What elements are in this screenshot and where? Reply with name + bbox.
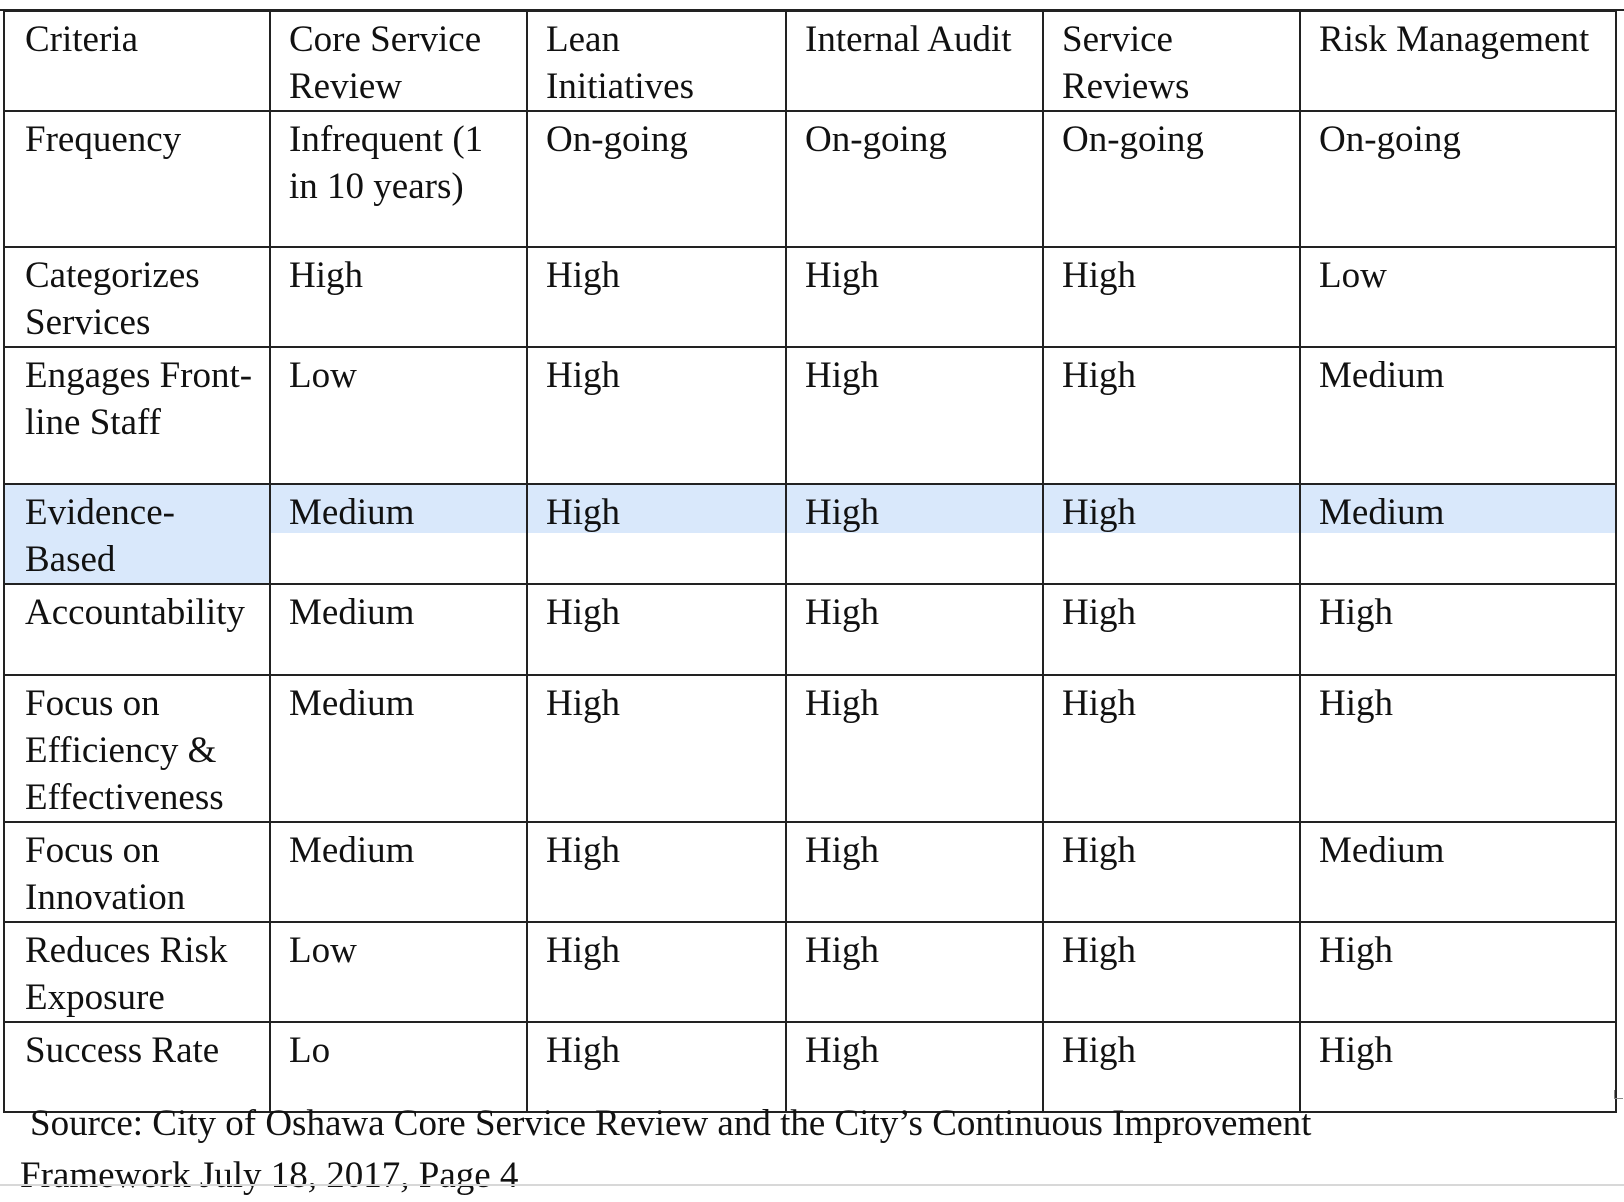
table-cell: Medium bbox=[269, 583, 528, 676]
table-cell: High bbox=[526, 583, 787, 676]
row-label: Reduces Risk Exposure bbox=[3, 921, 271, 1023]
table-cell: High bbox=[1042, 1021, 1301, 1113]
row-label: Engages Front-line Staff bbox=[3, 346, 271, 485]
table-cell: High bbox=[1299, 1021, 1617, 1113]
table-cell: High bbox=[1042, 483, 1301, 585]
table-cell: High bbox=[526, 921, 787, 1023]
table-resize-handle[interactable] bbox=[1614, 1090, 1623, 1099]
table-cell: High bbox=[526, 674, 787, 823]
table-cell: Medium bbox=[269, 483, 528, 585]
table-cell: High bbox=[526, 346, 787, 485]
header-cell-risk-management: Risk Management bbox=[1299, 10, 1617, 112]
table-cell: Medium bbox=[269, 821, 528, 923]
row-label: Categorizes Services bbox=[3, 246, 271, 348]
table-cell: High bbox=[526, 821, 787, 923]
row-label: Frequency bbox=[3, 110, 271, 248]
table-cell: High bbox=[785, 921, 1044, 1023]
table-cell: High bbox=[785, 1021, 1044, 1113]
table-cell: Low bbox=[1299, 246, 1617, 348]
table-cell: On-going bbox=[785, 110, 1044, 248]
table-cell: Infrequent (1 in 10 years) bbox=[269, 110, 528, 248]
table-cell: Medium bbox=[1299, 821, 1617, 923]
table-cell: Lo bbox=[269, 1021, 528, 1113]
source-line-2: Framework July 18, 2017, Page 4 bbox=[20, 1155, 519, 1196]
table-cell: High bbox=[1299, 674, 1617, 823]
table-cell: On-going bbox=[1299, 110, 1617, 248]
table-row-evidence-based[interactable]: Evidence-Based Medium High High High Med… bbox=[3, 483, 1617, 585]
header-cell-core-service-review: Core Service Review bbox=[269, 10, 528, 112]
table-cell: Low bbox=[269, 346, 528, 485]
table-cell: High bbox=[269, 246, 528, 348]
table-row-reduces-risk-exposure: Reduces Risk Exposure Low High High High… bbox=[3, 921, 1617, 1023]
header-cell-service-reviews: Service Reviews bbox=[1042, 10, 1301, 112]
row-label: Focus on Innovation bbox=[3, 821, 271, 923]
table-cell: Medium bbox=[269, 674, 528, 823]
source-note: Source: City of Oshawa Core Service Revi… bbox=[20, 1098, 1590, 1202]
table-cell: High bbox=[785, 583, 1044, 676]
table-cell: High bbox=[526, 246, 787, 348]
table-cell: High bbox=[1042, 346, 1301, 485]
table-cell: High bbox=[785, 483, 1044, 585]
table-row-categorizes-services: Categorizes Services High High High High… bbox=[3, 246, 1617, 348]
row-label: Evidence-Based bbox=[3, 483, 271, 585]
table-cell: On-going bbox=[526, 110, 787, 248]
table-cell: High bbox=[1042, 921, 1301, 1023]
table-cell: Low bbox=[269, 921, 528, 1023]
page-bottom-rule bbox=[0, 1184, 1624, 1186]
top-rule bbox=[0, 9, 1624, 11]
header-cell-criteria: Criteria bbox=[3, 10, 271, 112]
table-cell: High bbox=[526, 1021, 787, 1113]
table-cell: High bbox=[1042, 583, 1301, 676]
table-cell: High bbox=[526, 483, 787, 585]
table-cell: Medium bbox=[1299, 346, 1617, 485]
table-cell: High bbox=[1299, 583, 1617, 676]
table-row-success-rate: Success Rate Lo High High High High bbox=[3, 1021, 1617, 1113]
table-cell: High bbox=[1299, 921, 1617, 1023]
table-cell: High bbox=[1042, 674, 1301, 823]
table-cell: High bbox=[785, 246, 1044, 348]
source-line-1: Source: City of Oshawa Core Service Revi… bbox=[30, 1103, 1312, 1144]
table-cell: High bbox=[785, 674, 1044, 823]
table-cell: High bbox=[1042, 246, 1301, 348]
row-label: Focus on Efficiency & Effectiveness bbox=[3, 674, 271, 823]
table-cell: High bbox=[785, 821, 1044, 923]
table-row-engages-front-line-staff: Engages Front-line Staff Low High High H… bbox=[3, 346, 1617, 485]
table-cell: Medium bbox=[1299, 483, 1617, 585]
table-cell: High bbox=[785, 346, 1044, 485]
row-label: Success Rate bbox=[3, 1021, 271, 1113]
row-label: Accountability bbox=[3, 583, 271, 676]
table-row-frequency: Frequency Infrequent (1 in 10 years) On-… bbox=[3, 110, 1617, 248]
header-cell-lean-initiatives: Lean Initiatives bbox=[526, 10, 787, 112]
table-cell: On-going bbox=[1042, 110, 1301, 248]
table-row-accountability: Accountability Medium High High High Hig… bbox=[3, 583, 1617, 676]
table-row-focus-on-efficiency-effectiveness: Focus on Efficiency & Effectiveness Medi… bbox=[3, 674, 1617, 823]
table-header-row: Criteria Core Service Review Lean Initia… bbox=[3, 10, 1617, 112]
table-row-focus-on-innovation: Focus on Innovation Medium High High Hig… bbox=[3, 821, 1617, 923]
criteria-comparison-table: Criteria Core Service Review Lean Initia… bbox=[3, 10, 1617, 1113]
header-cell-internal-audit: Internal Audit bbox=[785, 10, 1044, 112]
table-cell: High bbox=[1042, 821, 1301, 923]
